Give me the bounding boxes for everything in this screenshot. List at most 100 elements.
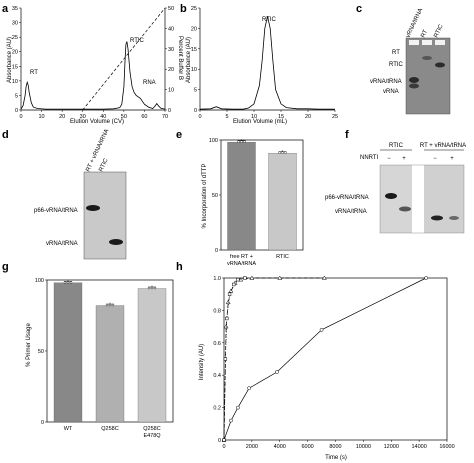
y-tick-label-a: 25 <box>12 35 18 41</box>
gel-c-band-vrna <box>409 83 419 89</box>
y-tick-label-h: 0.4 <box>213 373 221 379</box>
panel-e-axes: 0 50 100 <box>209 138 304 254</box>
plot-frame-h <box>223 277 448 441</box>
data-point-g <box>150 286 154 290</box>
y-axis-label-a: Absorbance (AU) <box>7 37 13 83</box>
condition-label-nnrti: NNRTI <box>360 155 379 161</box>
panel-d: d RT + vRNA/tRNA RTIC p66-vRNA/tRNA vRNA… <box>2 128 127 260</box>
y2-axis-label-a: Percent Buffer B <box>177 36 183 80</box>
point-slow <box>236 405 240 410</box>
panel-label-b: b <box>180 3 187 15</box>
point-slow <box>247 386 251 391</box>
point-slow <box>319 327 324 332</box>
x-tick-label-h: 0 <box>222 444 225 450</box>
x-tick-label-b: 20 <box>305 114 311 120</box>
y-tick-label-a: 30 <box>12 21 18 27</box>
data-point-g <box>153 286 157 290</box>
point-fast-dotted <box>223 357 228 361</box>
x-axis-label-h: Time (s) <box>325 455 347 461</box>
bar-g <box>53 282 83 423</box>
point-fast-dashed <box>321 275 327 280</box>
panel-label-a: a <box>2 3 9 15</box>
bar-g <box>95 305 125 423</box>
data-point-e <box>284 151 287 154</box>
minus-1: − <box>387 156 391 162</box>
point-fast-dashed <box>238 277 244 282</box>
y-axis-label-g: % Primer Usage <box>26 323 32 367</box>
band-label-p66-d: p66-vRNA/tRNA <box>34 208 78 214</box>
y-tick-label-a: 5 <box>15 93 18 99</box>
y2-tick-label-a: 40 <box>168 26 174 32</box>
gel-f-band-p66-minus <box>385 193 397 199</box>
y-tick-label-a: 10 <box>12 79 18 85</box>
data-point-g <box>108 303 112 307</box>
panel-label-h: h <box>176 261 183 273</box>
gel-f-band-vrna-plus <box>399 206 411 212</box>
gel-d-frame <box>83 171 127 260</box>
x-tick-label-a: 20 <box>59 114 65 120</box>
category-label-g: WT <box>64 426 73 432</box>
y-tick-label-a: 0 <box>15 108 18 114</box>
category-label-g: Q258C <box>143 426 160 432</box>
panel-a: a 0 10 20 30 40 50 60 7005101520253035010203040… <box>2 3 183 125</box>
x-tick-label-h: 16000 <box>439 444 454 450</box>
data-point-g <box>111 303 115 307</box>
point-fast-dashed <box>223 324 229 329</box>
series-line-fast-dashed <box>223 277 325 441</box>
panel-b: b 0 5 10 15 20 25 0 5 10 15 20 25 RTIC Elution Volu… <box>180 3 338 125</box>
annotation-rtic: RTIC <box>130 38 145 44</box>
series-line-slow <box>223 277 427 441</box>
bar-g <box>137 288 167 423</box>
x-tick-label-a: 40 <box>100 114 106 120</box>
x-tick-label-a: 70 <box>162 114 168 120</box>
x-tick-label-b: 0 <box>198 114 201 120</box>
annotation-rt: RT <box>30 70 38 76</box>
category-label-e: RTIC <box>276 254 289 260</box>
y-tick-label-a: 20 <box>12 50 18 56</box>
gel-c-band-rtic <box>435 62 445 68</box>
gel-c-frame <box>405 37 451 115</box>
x-tick-label-a: 60 <box>141 114 147 120</box>
plus-2: + <box>450 156 454 162</box>
lane-label-rtic-d: RTIC <box>98 157 110 173</box>
minus-2: − <box>433 156 437 162</box>
point-slow <box>275 370 279 374</box>
y2-tick-label-a: 20 <box>168 67 174 73</box>
panel-h: h 0 2000 4000 6000 8000 10000 12000 14000 160000… <box>176 261 455 461</box>
x-tick-label-h: 8000 <box>329 444 341 450</box>
category-label-e: free RT + <box>230 254 253 260</box>
y-tick-label-b: 25 <box>191 6 197 12</box>
y-tick-label-e: 100 <box>209 138 218 144</box>
annotation-rna: RNA <box>143 80 156 86</box>
point-fast-dotted <box>225 316 229 321</box>
y-tick-label-h: 0.8 <box>213 308 221 314</box>
point-fast-dashed <box>249 275 255 280</box>
x-tick-label-h: 6000 <box>302 444 314 450</box>
gradient-line-a <box>82 7 166 111</box>
x-tick-label-h: 2000 <box>246 444 258 450</box>
y-tick-label-b: 10 <box>191 67 197 73</box>
y2-tick-label-a: 0 <box>168 108 171 114</box>
x-tick-label-h: 14000 <box>411 444 426 450</box>
panel-e-marks: free RT +vRNA/tRNA RTIC <box>227 139 297 267</box>
gel-d-background <box>84 172 126 259</box>
gel-c-band-vrna-trna <box>409 77 419 83</box>
data-point-e <box>278 151 281 154</box>
y-tick-label-g: 0 <box>41 420 44 426</box>
band-label-vrna: vRNA <box>383 89 399 95</box>
point-fast-dotted <box>243 276 247 280</box>
category-label-g: E478Q <box>143 433 161 439</box>
panel-h-axes: 0 2000 4000 6000 8000 10000 12000 14000 16000 0 0.… <box>213 276 454 450</box>
lane-label-rtic: RTIC <box>433 23 445 39</box>
panel-label-g: g <box>2 261 9 273</box>
panel-label-e: e <box>176 129 182 141</box>
panel-b-axes: 0 5 10 15 20 25 0 5 10 15 20 25 <box>191 6 338 120</box>
data-point-e <box>240 140 243 143</box>
gel-f-band-vrna-plus-2 <box>449 216 459 220</box>
panel-f: f RTIC RT + vRNA/tRNA NNRTI − + − + p66-… <box>325 129 466 234</box>
x-axis-label-b: Elution Volume (mL) <box>233 119 287 125</box>
y-axis-label-e: % Incorporation of dTTP <box>202 163 208 228</box>
data-point-g <box>105 303 109 307</box>
gel-c-well-2 <box>422 40 432 45</box>
